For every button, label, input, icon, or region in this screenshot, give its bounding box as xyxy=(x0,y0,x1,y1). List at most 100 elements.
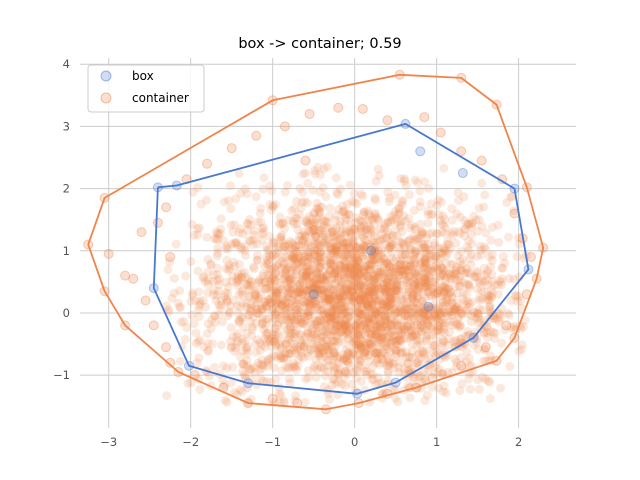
scatter-point xyxy=(327,380,337,390)
scatter-point xyxy=(339,268,349,278)
scatter-point xyxy=(321,324,331,334)
scatter-point xyxy=(368,313,378,323)
scatter-point xyxy=(287,252,297,262)
scatter-point xyxy=(297,348,307,358)
scatter-point xyxy=(340,319,350,329)
scatter-point xyxy=(483,275,493,285)
scatter-point xyxy=(434,383,444,393)
scatter-point xyxy=(336,322,346,332)
scatter-point xyxy=(372,314,382,324)
scatter-point xyxy=(373,337,383,347)
scatter-point xyxy=(330,363,340,373)
scatter-point xyxy=(304,298,314,308)
scatter-point xyxy=(435,127,446,138)
scatter-point xyxy=(364,225,374,235)
scatter-point xyxy=(248,235,258,245)
scatter-point xyxy=(336,327,346,337)
scatter-point xyxy=(359,320,369,330)
scatter-point xyxy=(366,369,376,379)
scatter-point xyxy=(276,343,286,353)
scatter-point xyxy=(335,217,345,227)
scatter-point xyxy=(394,326,404,336)
scatter-point xyxy=(505,361,515,371)
scatter-point xyxy=(335,295,345,305)
scatter-point xyxy=(327,325,337,335)
scatter-point xyxy=(455,281,465,291)
scatter-point xyxy=(350,277,360,287)
scatter-point xyxy=(271,374,281,384)
scatter-point xyxy=(397,238,407,248)
scatter-point xyxy=(431,326,441,336)
scatter-point xyxy=(392,320,402,330)
scatter-point xyxy=(353,285,363,295)
scatter-point xyxy=(423,301,434,312)
scatter-point xyxy=(236,244,246,254)
scatter-point xyxy=(476,250,486,260)
scatter-point xyxy=(390,285,400,295)
scatter-point xyxy=(366,327,376,337)
scatter-point xyxy=(315,252,325,262)
scatter-point xyxy=(332,287,342,297)
scatter-point xyxy=(456,360,467,371)
scatter-point xyxy=(408,294,418,304)
scatter-point xyxy=(262,255,272,265)
scatter-point xyxy=(421,325,431,335)
scatter-point xyxy=(310,319,320,329)
scatter-point xyxy=(365,211,375,221)
scatter-point xyxy=(340,238,350,248)
scatter-point xyxy=(311,372,321,382)
scatter-point xyxy=(330,301,340,311)
scatter-point xyxy=(332,321,342,331)
scatter-point xyxy=(258,269,268,279)
scatter-point xyxy=(424,287,434,297)
scatter-point xyxy=(427,284,437,294)
scatter-point xyxy=(439,220,449,230)
scatter-point xyxy=(426,264,436,274)
scatter-point xyxy=(281,302,291,312)
scatter-point xyxy=(360,288,370,298)
scatter-point xyxy=(447,307,457,317)
scatter-point xyxy=(289,245,299,255)
scatter-point xyxy=(257,363,267,373)
scatter-point xyxy=(215,228,225,238)
scatter-point xyxy=(451,362,461,372)
scatter-point xyxy=(259,223,269,233)
scatter-point xyxy=(269,263,279,273)
scatter-point xyxy=(381,326,391,336)
scatter-point xyxy=(405,234,415,244)
scatter-point xyxy=(455,229,465,239)
scatter-point xyxy=(483,293,493,303)
scatter-point xyxy=(429,310,439,320)
scatter-point xyxy=(298,353,308,363)
scatter-point xyxy=(427,267,437,277)
scatter-point xyxy=(265,181,275,191)
scatter-point xyxy=(169,288,179,298)
scatter-point xyxy=(202,232,212,242)
scatter-point xyxy=(251,130,262,141)
scatter-point xyxy=(325,340,335,350)
scatter-point xyxy=(313,304,323,314)
scatter-point xyxy=(268,236,278,246)
scatter-point xyxy=(472,284,482,294)
scatter-point xyxy=(416,371,426,381)
scatter-point xyxy=(371,309,381,319)
scatter-point xyxy=(334,272,344,282)
scatter-point xyxy=(462,347,472,357)
scatter-point xyxy=(456,246,466,256)
scatter-point xyxy=(325,284,335,294)
scatter-point xyxy=(462,326,472,336)
scatter-point xyxy=(246,365,256,375)
scatter-point xyxy=(349,241,359,251)
scatter-point xyxy=(382,259,392,269)
scatter-point xyxy=(269,304,279,314)
scatter-point xyxy=(383,305,393,315)
scatter-point xyxy=(339,330,349,340)
scatter-point xyxy=(385,278,395,288)
scatter-point xyxy=(381,274,391,284)
scatter-point xyxy=(305,226,315,236)
scatter-point xyxy=(423,218,433,228)
scatter-point xyxy=(398,195,408,205)
scatter-point xyxy=(237,272,247,282)
scatter-point xyxy=(439,244,449,254)
scatter-point xyxy=(464,373,474,383)
